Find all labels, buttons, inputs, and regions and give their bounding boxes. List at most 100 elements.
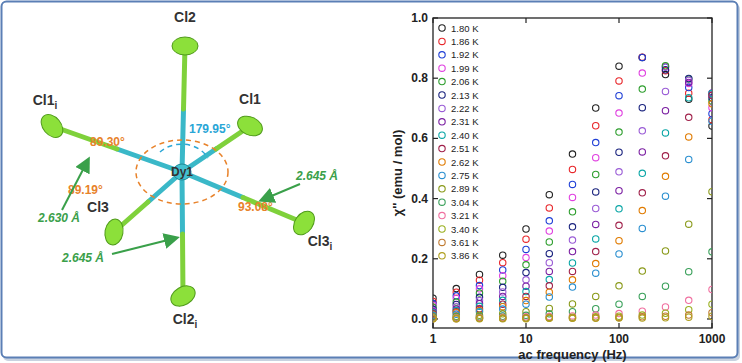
atom-name: Cl1 [33,92,55,108]
data-point [616,129,622,135]
data-point [523,277,529,283]
data-point [709,92,712,98]
frame [2,2,738,358]
data-point [569,260,575,266]
data-point [593,205,599,211]
data-point [616,92,622,98]
data-point [500,252,506,258]
data-point [639,104,645,110]
atom-label: Cl2 [174,9,196,25]
data-point [616,238,622,244]
y-tick [707,78,712,79]
data-point [662,248,668,254]
x-tick [525,323,526,328]
data-point [709,118,712,124]
atom-cl [37,110,68,141]
data-point [433,315,436,321]
distance-arrow [62,160,88,210]
atom-cl [234,112,265,139]
data-point [616,78,622,84]
data-point [709,101,712,107]
legend-label: 1.80 K [451,23,479,34]
data-point [433,315,436,321]
data-point [709,92,712,98]
data-point [662,130,668,136]
legend-label: 2.51 K [451,143,479,154]
distance-label: 2.645 Å [61,251,104,265]
data-point [546,191,552,197]
data-point [593,315,599,321]
data-point [639,268,645,274]
legend-marker [439,253,445,259]
atom-label: Dy1 [171,165,193,179]
data-point [686,269,692,275]
atom-name: Dy1 [171,165,193,179]
data-point [523,246,529,252]
data-point [523,226,529,232]
atom-name: Cl3 [87,199,109,215]
data-point [639,170,645,176]
legend-label: 2.06 K [451,76,479,87]
data-point [662,283,668,289]
data-point [639,86,645,92]
data-point [453,315,459,321]
legend-label: 2.75 K [451,170,479,181]
y-tick [707,138,712,139]
legend-marker [439,38,445,44]
data-point [639,190,645,196]
y-tick [433,198,438,199]
legend-label: 3.40 K [451,224,479,235]
legend-marker [439,199,445,205]
series [433,188,712,320]
data-point [453,315,459,321]
angle-arc [160,144,208,158]
data-point [639,54,645,60]
angle-label: 93.08° [238,200,273,214]
data-point [546,283,552,289]
legend-label: 1.99 K [451,63,479,74]
legend-marker [439,78,445,84]
legend-marker [439,92,445,98]
x-axis-title: ac frequency (Hz) [518,347,626,362]
data-point [639,54,645,60]
data-point [616,315,622,321]
series [433,118,712,319]
plot-frame [433,18,712,328]
y-tick [433,78,438,79]
data-point [639,293,645,299]
y-tick [707,258,712,259]
data-point [593,189,599,195]
data-point [433,315,436,321]
data-point [662,193,668,199]
legend-marker [439,119,445,125]
data-point [500,278,506,284]
data-point [593,105,599,111]
data-point [546,239,552,245]
data-point [500,315,506,321]
y-tick [433,138,438,139]
distance-label: 2.645 Å [295,169,338,183]
y-tick [433,258,438,259]
data-point [523,262,529,268]
series [433,79,712,315]
data-point [569,277,575,283]
y-tick-label: 0.0 [411,312,428,326]
atom-label: Cl3 [87,199,109,215]
legend-marker [439,52,445,58]
data-point [709,249,712,255]
data-point [593,139,599,145]
legend-label: 1.86 K [451,36,479,47]
data-point [593,270,599,276]
data-point [523,315,529,321]
data-point [616,314,622,320]
data-point [569,315,575,321]
data-point [616,110,622,116]
series [433,286,712,321]
legend-label: 2.62 K [451,157,479,168]
data-point [616,206,622,212]
data-point [662,153,668,159]
atom-suffix: i [55,100,58,111]
bond-half [180,172,186,234]
x-tick-label: 1 [430,332,437,346]
data-point [546,205,552,211]
